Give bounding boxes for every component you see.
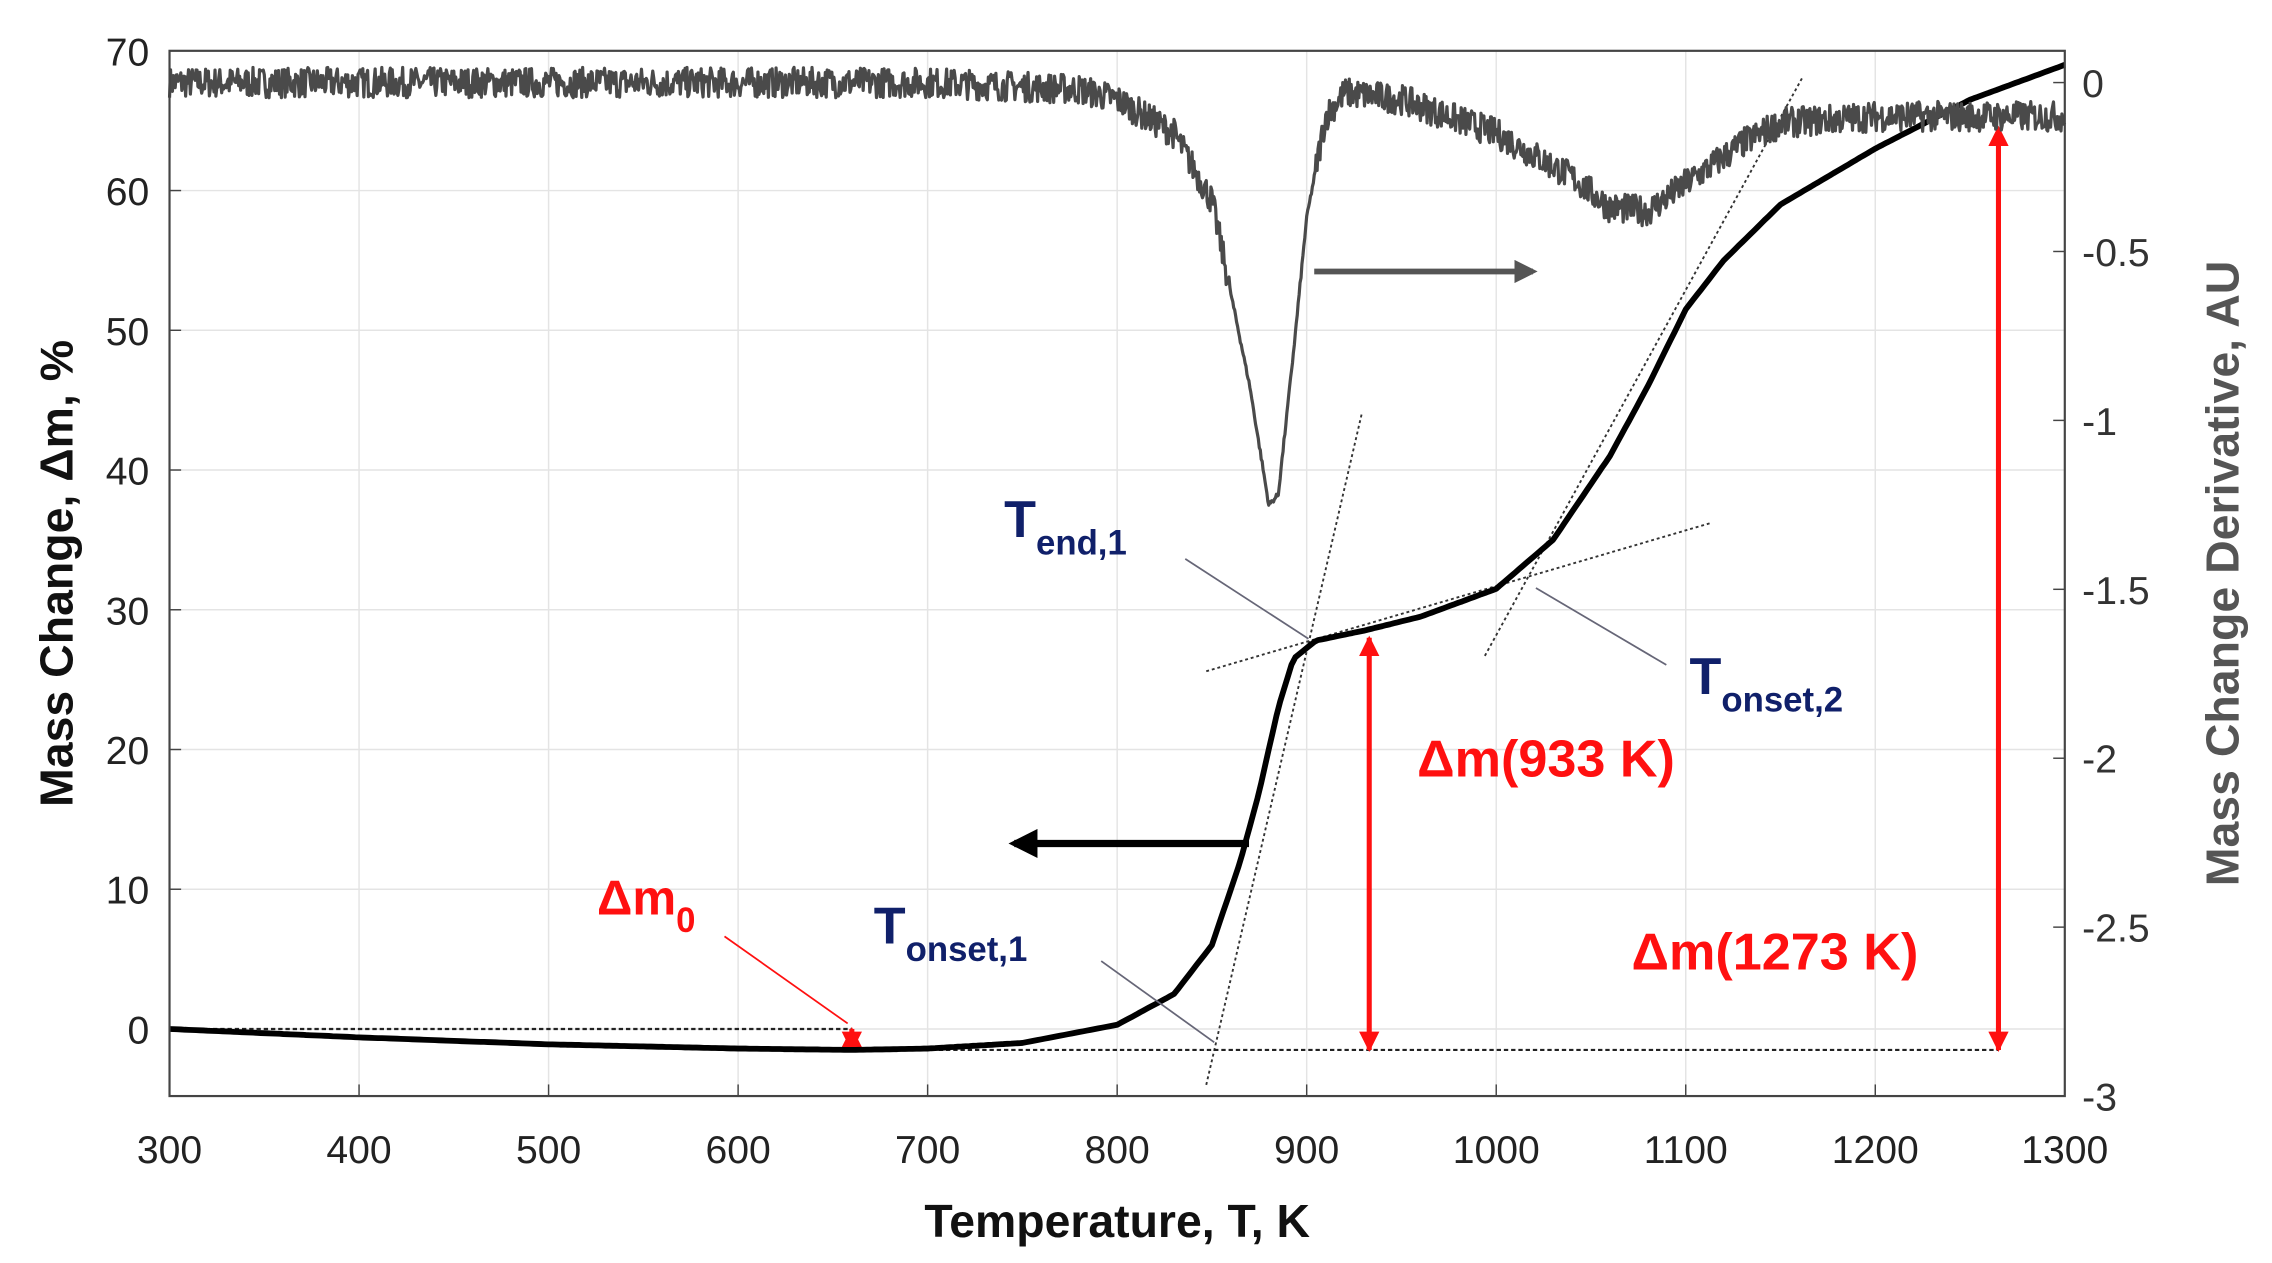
derivative-line	[167, 65, 2067, 507]
y-right-tick-label: -0.5	[2082, 232, 2149, 275]
y-right-tick-label: -2	[2082, 739, 2117, 782]
x-tick-label: 1100	[1644, 1129, 1728, 1172]
dm-933-label: Δm(933 K)	[1417, 731, 1675, 789]
x-axis-ticks: 300 400 500 600 700 800 900 1000 1100 1200 1300	[137, 1129, 2108, 1172]
y-right-axis-label: Mass Change Derivative, AU	[2197, 261, 2249, 887]
t-onset-1-label: Tonset,1	[874, 898, 1028, 969]
mass-change-line	[169, 62, 2066, 1053]
x-tick-label: 900	[1274, 1129, 1339, 1172]
x-tick-label: 700	[895, 1129, 960, 1172]
x-tick-label: 800	[1085, 1129, 1150, 1172]
x-tick-label: 400	[326, 1129, 391, 1172]
x-tick-label: 500	[516, 1129, 581, 1172]
y-right-tick-label: -3	[2082, 1077, 2117, 1120]
y-tick-label: 70	[106, 31, 150, 74]
t-onset-2-leader	[1535, 587, 1667, 666]
y-tick-label: 60	[106, 171, 150, 214]
y-tick-label: 10	[106, 870, 150, 913]
y-tick-label: 40	[106, 451, 150, 494]
series	[167, 62, 2067, 1053]
x-tick-label: 1200	[1832, 1129, 1919, 1172]
tangent-line	[1205, 413, 1363, 1086]
t-end-1-leader	[1184, 558, 1309, 640]
x-tick-label: 300	[137, 1129, 202, 1172]
dm-1273-label: Δm(1273 K)	[1632, 924, 1919, 982]
plot-frame	[168, 49, 2066, 1098]
x-tick-label: 1300	[2021, 1129, 2108, 1172]
x-tick-label: 600	[705, 1129, 770, 1172]
dm0-label: Δm0	[597, 871, 696, 940]
y-tick-label: 20	[106, 730, 150, 773]
t-onset-2-label: Tonset,2	[1690, 648, 1844, 719]
y-right-tick-label: -2.5	[2082, 908, 2149, 951]
y-tick-label: 30	[106, 590, 150, 633]
dm0-leader	[723, 935, 849, 1025]
y-axis-label: Mass Change, Δm, %	[30, 340, 82, 807]
grid	[168, 50, 2066, 1097]
y-right-tick-label: 0	[2082, 63, 2104, 106]
annotations	[169, 75, 2009, 1086]
t-onset-1-leader	[1100, 960, 1215, 1044]
y-axis-ticks: 0 10 20 30 40 50 60 70	[106, 31, 150, 1052]
y-right-tick-label: -1	[2082, 401, 2117, 444]
y-right-axis-ticks: 0 -0.5 -1 -1.5 -2 -2.5 -3	[2082, 63, 2149, 1120]
y-tick-label: 50	[106, 311, 150, 354]
x-tick-label: 1000	[1453, 1129, 1540, 1172]
x-axis-label: Temperature, T, K	[924, 1195, 1310, 1247]
t-end-1-label: Tend,1	[1004, 491, 1127, 562]
tangent-line	[1205, 522, 1711, 673]
y-tick-label: 0	[127, 1009, 149, 1052]
y-right-tick-label: -1.5	[2082, 570, 2149, 613]
